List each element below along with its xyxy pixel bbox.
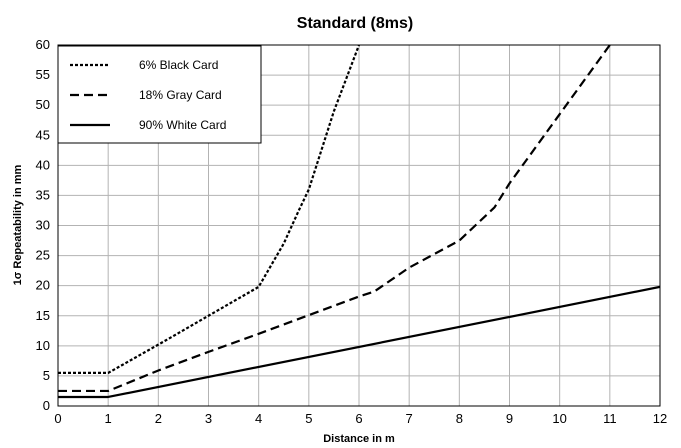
y-tick-labels: 0 5 10 15 20 25 30 35 40 45 50 55 60 — [36, 37, 50, 413]
x-tick-label: 8 — [456, 411, 463, 426]
y-tick-label: 20 — [36, 278, 50, 293]
y-tick-label: 25 — [36, 248, 50, 263]
legend-label: 6% Black Card — [139, 58, 218, 72]
y-tick-label: 0 — [43, 398, 50, 413]
x-tick-label: 2 — [155, 411, 162, 426]
x-tick-label: 6 — [355, 411, 362, 426]
legend-label: 90% White Card — [139, 118, 226, 132]
y-tick-label: 35 — [36, 187, 50, 202]
y-tick-label: 45 — [36, 127, 50, 142]
y-axis-label: 1σ Repeatability in mm — [12, 164, 24, 285]
series-layer — [58, 45, 660, 399]
x-tick-label: 0 — [54, 411, 61, 426]
x-tick-label: 12 — [653, 411, 667, 426]
legend-label: 18% Gray Card — [139, 88, 222, 102]
x-tick-label: 3 — [205, 411, 212, 426]
chart-title: Standard (8ms) — [297, 15, 413, 32]
y-tick-label: 15 — [36, 308, 50, 323]
x-tick-label: 10 — [552, 411, 566, 426]
y-tick-label: 5 — [43, 368, 50, 383]
y-tick-label: 50 — [36, 97, 50, 112]
y-tick-label: 30 — [36, 218, 50, 233]
series-line-3 — [58, 285, 660, 399]
y-tick-label: 55 — [36, 67, 50, 82]
x-axis-label: Distance in m — [323, 433, 395, 445]
x-tick-label: 5 — [305, 411, 312, 426]
x-tick-label: 7 — [406, 411, 413, 426]
legend: 6% Black Card 18% Gray Card 90% White Card — [57, 45, 262, 144]
x-tick-label: 11 — [603, 411, 617, 426]
x-tick-label: 9 — [506, 411, 513, 426]
y-tick-label: 10 — [36, 338, 50, 353]
y-tick-label: 40 — [36, 157, 50, 172]
x-tick-label: 1 — [105, 411, 112, 426]
x-tick-labels: 0 1 2 3 4 5 6 7 8 9 10 11 12 — [54, 411, 667, 426]
x-tick-label: 4 — [255, 411, 262, 426]
series-line-2 — [58, 45, 611, 393]
y-tick-label: 60 — [36, 37, 50, 52]
